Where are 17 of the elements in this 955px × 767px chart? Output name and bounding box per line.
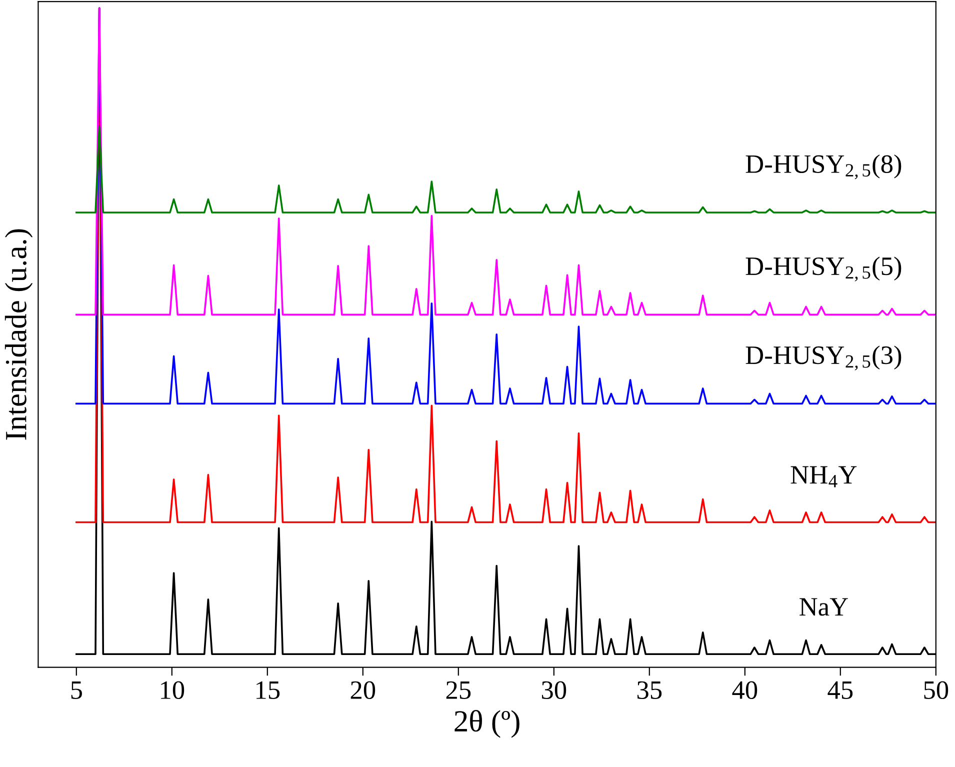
series-label: D-HUSY$_{2,5}$(3)	[746, 346, 902, 370]
x-tick-label: 50	[924, 681, 948, 700]
x-tick-label: 35	[637, 681, 662, 700]
series-label: NH$_{4}$Y	[790, 466, 857, 488]
x-tick-label: 15	[256, 681, 280, 700]
x-tick-label: 5	[71, 682, 82, 700]
series-label: D-HUSY$_{2,5}$(5)	[746, 256, 902, 282]
x-tick-label: 20	[350, 681, 376, 700]
x-axis-title: 2θ (º)	[454, 710, 520, 738]
x-tick-label: 30	[542, 681, 566, 700]
x-tick-label: 40	[732, 681, 758, 700]
x-tick-label: 45	[828, 681, 853, 700]
x-tick-label: 25	[446, 681, 471, 700]
x-tick-label: 10	[161, 681, 184, 700]
series-label: NaY	[800, 598, 848, 616]
y-axis-title: Intensidade (u.a.)	[4, 229, 33, 440]
series-label: D-HUSY$_{2,5}$(8)	[746, 154, 902, 180]
